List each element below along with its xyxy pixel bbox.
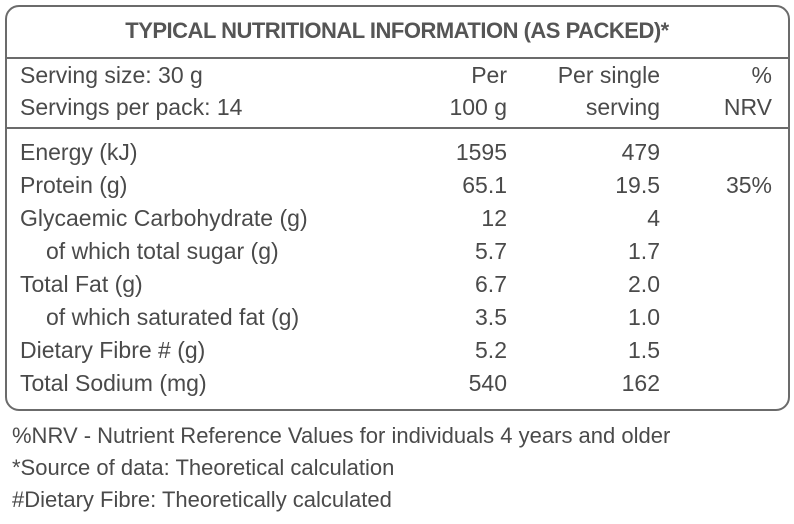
row-value: 65.1 — [462, 172, 507, 198]
row-value: 2.0 — [628, 271, 660, 297]
footnote: *Source of data: Theoretical calculation — [12, 455, 395, 480]
table-title: TYPICAL NUTRITIONAL INFORMATION (AS PACK… — [125, 18, 669, 43]
header-cell: serving — [585, 94, 660, 120]
header-cell: Per — [471, 62, 507, 88]
row-label: Glycaemic Carbohydrate (g) — [20, 205, 308, 231]
row-label: Protein (g) — [20, 172, 128, 198]
header-cell: Per single — [557, 62, 660, 88]
row-value: 5.2 — [475, 337, 507, 363]
header-label: Serving size: 30 g — [20, 62, 203, 88]
divider — [7, 57, 788, 59]
divider — [7, 127, 788, 129]
row-label: Dietary Fibre # (g) — [20, 337, 206, 363]
row-label: Total Sodium (mg) — [20, 370, 207, 396]
row-value: 1595 — [455, 139, 507, 165]
row-value: 3.5 — [475, 304, 507, 330]
row-value: 1.5 — [628, 337, 660, 363]
row-value: 162 — [621, 370, 660, 396]
table-border — [5, 5, 790, 411]
footnote: #Dietary Fibre: Theoretically calculated — [12, 487, 392, 512]
row-label: of which total sugar (g) — [46, 238, 279, 264]
row-value: 5.7 — [475, 238, 507, 264]
row-value: 12 — [481, 205, 507, 231]
row-value: 1.0 — [628, 304, 660, 330]
row-label: Total Fat (g) — [20, 271, 143, 297]
row-label: Energy (kJ) — [20, 139, 138, 165]
header-cell: % — [751, 62, 772, 88]
row-value: 35% — [725, 172, 772, 198]
header-cell: NRV — [723, 94, 772, 120]
header-cell: 100 g — [449, 94, 507, 120]
header-label: Servings per pack: 14 — [20, 94, 243, 120]
row-value: 4 — [647, 205, 660, 231]
row-value: 1.7 — [628, 238, 660, 264]
row-value: 6.7 — [475, 271, 507, 297]
row-label: of which saturated fat (g) — [46, 304, 300, 330]
row-value: 19.5 — [615, 172, 660, 198]
row-value: 479 — [621, 139, 660, 165]
row-value: 540 — [468, 370, 507, 396]
footnote: %NRV - Nutrient Reference Values for ind… — [12, 423, 671, 448]
